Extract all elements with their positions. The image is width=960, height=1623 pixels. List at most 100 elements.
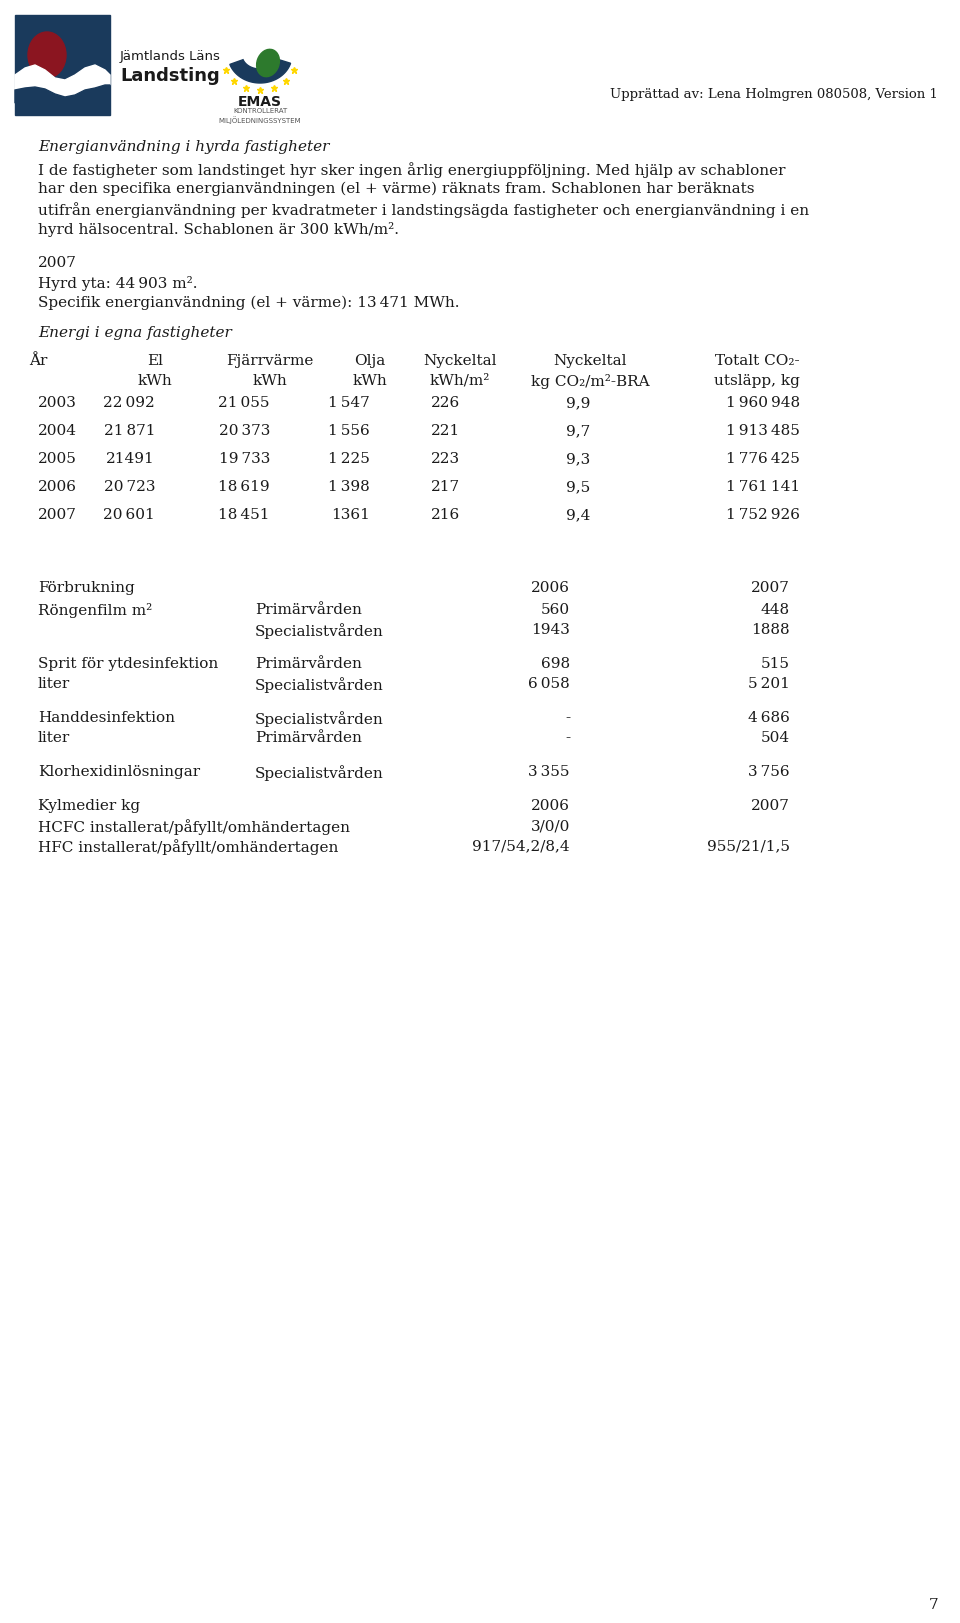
Text: Specialistvården: Specialistvården: [255, 711, 384, 727]
Text: 21491: 21491: [107, 451, 155, 466]
Text: 504: 504: [761, 730, 790, 745]
Text: Energi i egna fastigheter: Energi i egna fastigheter: [38, 326, 231, 339]
Text: 698: 698: [540, 657, 570, 670]
Text: -: -: [564, 730, 570, 745]
Text: 9,5: 9,5: [565, 480, 590, 493]
Text: Landsting: Landsting: [120, 67, 220, 84]
Polygon shape: [15, 84, 110, 109]
Text: Nyckeltal: Nyckeltal: [423, 354, 496, 368]
Text: 1 960 948: 1 960 948: [726, 396, 800, 411]
Text: kWh: kWh: [252, 373, 287, 388]
Text: Primärvården: Primärvården: [255, 604, 362, 617]
Text: utsläpp, kg: utsläpp, kg: [714, 373, 800, 388]
Text: kWh/m²: kWh/m²: [430, 373, 491, 388]
Text: 21 871: 21 871: [104, 424, 155, 438]
Text: liter: liter: [38, 677, 70, 691]
Text: Röngenfilm m²: Röngenfilm m²: [38, 604, 153, 618]
Text: 1888: 1888: [752, 623, 790, 636]
Text: 955/21/1,5: 955/21/1,5: [707, 839, 790, 854]
Text: Hyrd yta: 44 903 m².: Hyrd yta: 44 903 m².: [38, 276, 198, 291]
Text: 560: 560: [540, 604, 570, 617]
Text: Handdesinfektion: Handdesinfektion: [38, 711, 175, 725]
Text: 3 355: 3 355: [529, 764, 570, 779]
Text: 22 092: 22 092: [104, 396, 155, 411]
Text: Totalt CO₂-: Totalt CO₂-: [715, 354, 800, 368]
Text: 226: 226: [431, 396, 460, 411]
Text: Specifik energianvändning (el + värme): 13 471 MWh.: Specifik energianvändning (el + värme): …: [38, 295, 460, 310]
Text: 1943: 1943: [531, 623, 570, 636]
Text: utifrån energianvändning per kvadratmeter i landstingsägda fastigheter och energ: utifrån energianvändning per kvadratmete…: [38, 201, 809, 217]
Text: Olja: Olja: [354, 354, 386, 368]
Polygon shape: [229, 58, 291, 83]
Text: Primärvården: Primärvården: [255, 730, 362, 745]
Text: kWh: kWh: [137, 373, 173, 388]
Text: 20 373: 20 373: [219, 424, 270, 438]
Text: EMAS: EMAS: [238, 96, 282, 109]
Text: 1 398: 1 398: [328, 480, 370, 493]
Text: Nyckeltal: Nyckeltal: [553, 354, 627, 368]
Text: 9,9: 9,9: [565, 396, 590, 411]
Text: Jämtlands Läns: Jämtlands Läns: [120, 50, 221, 63]
Text: 1 761 141: 1 761 141: [726, 480, 800, 493]
Text: 1361: 1361: [331, 508, 370, 523]
Text: 917/54,2/8,4: 917/54,2/8,4: [472, 839, 570, 854]
Text: 2004: 2004: [38, 424, 77, 438]
Text: 7: 7: [928, 1599, 938, 1612]
Text: 20 601: 20 601: [104, 508, 155, 523]
Text: 216: 216: [431, 508, 460, 523]
Text: HFC installerat/påfyllt/omhändertagen: HFC installerat/påfyllt/omhändertagen: [38, 839, 338, 855]
Text: har den specifika energianvändningen (el + värme) räknats fram. Schablonen har b: har den specifika energianvändningen (el…: [38, 182, 755, 196]
Text: liter: liter: [38, 730, 70, 745]
Text: Förbrukning: Förbrukning: [38, 581, 134, 596]
Bar: [15, 15, 110, 115]
Text: Kylmedier kg: Kylmedier kg: [38, 799, 140, 813]
Text: 2005: 2005: [38, 451, 77, 466]
Text: Specialistvården: Specialistvården: [255, 677, 384, 693]
Text: 18 619: 18 619: [218, 480, 270, 493]
Text: MILJÖLEDNINGSSYSTEM: MILJÖLEDNINGSSYSTEM: [219, 115, 301, 123]
Text: 2006: 2006: [531, 799, 570, 813]
Text: 1 547: 1 547: [328, 396, 370, 411]
Text: 217: 217: [431, 480, 460, 493]
Text: 6 058: 6 058: [528, 677, 570, 691]
Text: 1 913 485: 1 913 485: [726, 424, 800, 438]
Polygon shape: [15, 65, 110, 97]
Text: Specialistvården: Specialistvården: [255, 623, 384, 639]
Text: 9,4: 9,4: [565, 508, 590, 523]
Text: kWh: kWh: [352, 373, 388, 388]
Text: 5 201: 5 201: [748, 677, 790, 691]
Text: 221: 221: [431, 424, 460, 438]
Ellipse shape: [256, 49, 279, 76]
Text: 9,3: 9,3: [565, 451, 590, 466]
Text: 20 723: 20 723: [104, 480, 155, 493]
Text: HCFC installerat/påfyllt/omhändertagen: HCFC installerat/påfyllt/omhändertagen: [38, 820, 350, 834]
Text: 2007: 2007: [751, 581, 790, 596]
Text: Specialistvården: Specialistvården: [255, 764, 384, 781]
Text: 515: 515: [761, 657, 790, 670]
Text: 3/0/0: 3/0/0: [531, 820, 570, 833]
Text: 1 556: 1 556: [328, 424, 370, 438]
Text: 223: 223: [431, 451, 460, 466]
Text: 21 055: 21 055: [219, 396, 270, 411]
Text: 1 752 926: 1 752 926: [726, 508, 800, 523]
Text: 19 733: 19 733: [219, 451, 270, 466]
Text: 18 451: 18 451: [219, 508, 270, 523]
Text: 2007: 2007: [38, 256, 77, 269]
Text: 3 756: 3 756: [749, 764, 790, 779]
Text: År: År: [29, 354, 47, 368]
Text: Upprättad av: Lena Holmgren 080508, Version 1: Upprättad av: Lena Holmgren 080508, Vers…: [611, 88, 938, 101]
Text: 2003: 2003: [38, 396, 77, 411]
Text: 1 225: 1 225: [328, 451, 370, 466]
Text: KONTROLLERAT: KONTROLLERAT: [233, 109, 287, 114]
Text: 9,7: 9,7: [565, 424, 590, 438]
Text: Primärvården: Primärvården: [255, 657, 362, 670]
Text: 4 686: 4 686: [748, 711, 790, 725]
Text: 2007: 2007: [751, 799, 790, 813]
Text: El: El: [147, 354, 163, 368]
Text: Fjärrvärme: Fjärrvärme: [227, 354, 314, 368]
Text: 448: 448: [761, 604, 790, 617]
Text: -: -: [564, 711, 570, 725]
Text: hyrd hälsocentral. Schablonen är 300 kWh/m².: hyrd hälsocentral. Schablonen är 300 kWh…: [38, 222, 399, 237]
Text: 1 776 425: 1 776 425: [726, 451, 800, 466]
Text: Energianvändning i hyrda fastigheter: Energianvändning i hyrda fastigheter: [38, 140, 329, 154]
